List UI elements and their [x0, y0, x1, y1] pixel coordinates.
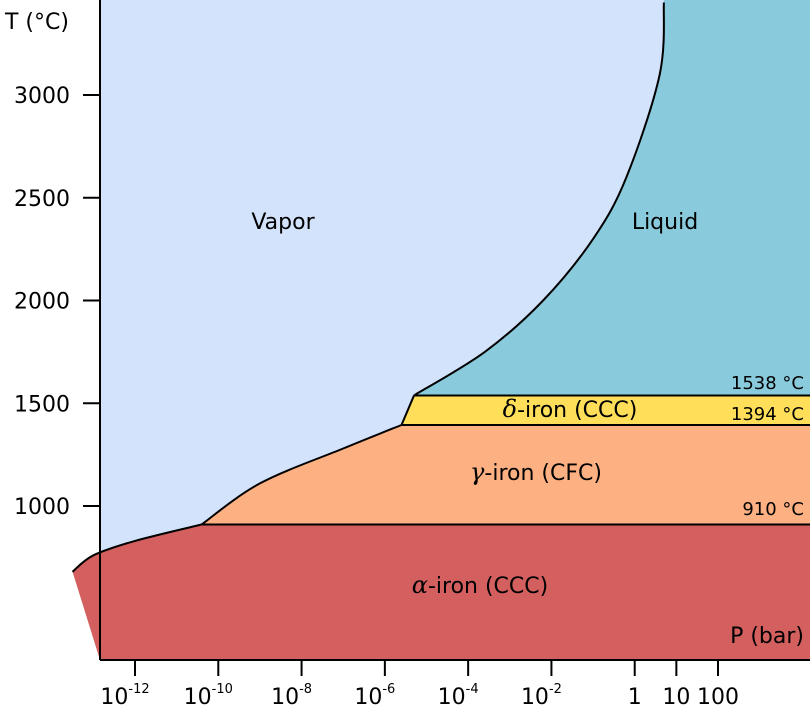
x-tick-label: 10-2: [521, 682, 562, 710]
region-name: Liquid: [632, 210, 698, 235]
x-tick-exponent: -12: [128, 682, 149, 697]
x-axis-label: P (bar): [730, 624, 804, 649]
x-tick-label: 10: [662, 685, 690, 710]
x-tick-exponent: -6: [382, 682, 395, 697]
y-tick-label: 2000: [14, 290, 70, 315]
region-name: -iron (CCC): [428, 574, 548, 599]
label-delta-iron: δ-iron (CCC): [503, 395, 638, 423]
x-tick-label: 10-8: [271, 682, 312, 710]
greek-symbol: δ: [503, 395, 517, 423]
y-tick-label: 2500: [14, 187, 70, 212]
region-name: -iron (CFC): [484, 461, 602, 486]
x-tick-base: 100: [697, 685, 739, 710]
y-tick-label: 1000: [14, 495, 70, 520]
y-axis-label: T (°C): [4, 10, 69, 35]
region-delta-iron: [401, 395, 810, 426]
x-tick-base: 10: [100, 685, 128, 710]
phase-boundaries: [71, 2, 810, 573]
boundary-gamma-vapor: [201, 424, 402, 526]
x-tick-exponent: -2: [549, 682, 562, 697]
x-tick-base: 10: [521, 685, 549, 710]
y-tick-label: 3000: [14, 84, 70, 109]
label-liquid: Liquid: [632, 210, 698, 235]
x-tick-base: 10: [354, 685, 382, 710]
x-tick-base: 10: [438, 685, 466, 710]
x-tick-base: 10: [271, 685, 299, 710]
x-tick-label: 10-10: [184, 682, 233, 710]
region-alpha-iron: [72, 524, 810, 660]
x-tick-base: 10: [662, 685, 690, 710]
x-tick-base: 10: [184, 685, 212, 710]
label-alpha-iron: α-iron (CCC): [412, 571, 548, 599]
label-vapor: Vapor: [251, 210, 315, 235]
x-tick-base: 1: [628, 685, 642, 710]
x-tick-label: 10-4: [438, 682, 479, 710]
greek-symbol: γ: [470, 458, 485, 486]
temp-annotation: 1538 °C: [731, 373, 804, 394]
region-liquid: [414, 0, 810, 396]
label-gamma-iron: γ-iron (CFC): [470, 458, 602, 486]
phase-regions: [72, 0, 810, 660]
greek-symbol: α: [412, 571, 428, 599]
boundary-delta-vapor: [400, 395, 415, 426]
x-tick-label: 10-12: [100, 682, 149, 710]
x-tick-exponent: -8: [299, 682, 312, 697]
temp-annotation: 1394 °C: [731, 404, 804, 425]
region-gamma-iron: [201, 425, 810, 525]
x-tick-exponent: -4: [466, 682, 479, 697]
x-tick-label: 10-6: [354, 682, 395, 710]
region-name: Vapor: [251, 210, 315, 235]
x-tick-label: 1: [628, 685, 642, 710]
region-name: -iron (CCC): [517, 398, 637, 423]
boundary-liquid-vapor: [413, 2, 665, 397]
boundary-alpha-vapor: [71, 523, 202, 573]
temp-annotation: 910 °C: [742, 499, 804, 520]
x-tick-exponent: -10: [212, 682, 233, 697]
x-tick-label: 100: [697, 685, 739, 710]
y-tick-label: 1500: [14, 392, 70, 417]
